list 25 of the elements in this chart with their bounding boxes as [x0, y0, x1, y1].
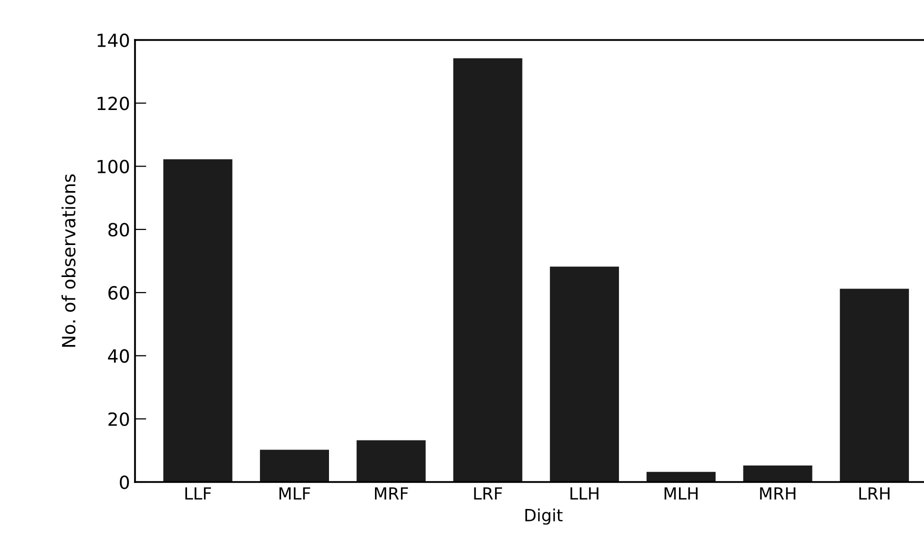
x-axis-title: Digit [525, 508, 563, 525]
x-tick-label: LLF [185, 487, 211, 500]
bar [743, 466, 812, 482]
bar [260, 450, 329, 482]
y-tick-label: 140 [98, 33, 129, 48]
y-tick-label: 120 [98, 96, 129, 110]
y-tick-label: 20 [108, 412, 129, 426]
y-tick-label: 100 [98, 160, 129, 174]
bar [840, 288, 909, 482]
bar [453, 58, 522, 482]
x-tick-label: LRH [859, 487, 890, 500]
x-tick-label: MLH [664, 487, 698, 500]
bar [356, 440, 426, 482]
y-axis-title: No. of observations [62, 174, 76, 347]
bar [550, 266, 619, 482]
x-tick-label: MRH [760, 487, 796, 500]
x-tick-label: MLF [279, 487, 310, 500]
y-tick-label: 40 [108, 349, 129, 363]
y-tick-label: 0 [120, 475, 129, 490]
x-tick-label: LLH [570, 487, 598, 500]
bar [163, 159, 232, 482]
x-tick-label: MRF [374, 487, 408, 500]
x-tick-label: LRF [474, 487, 502, 500]
y-tick-label: 60 [108, 286, 129, 300]
y-tick-label: 80 [108, 222, 129, 237]
